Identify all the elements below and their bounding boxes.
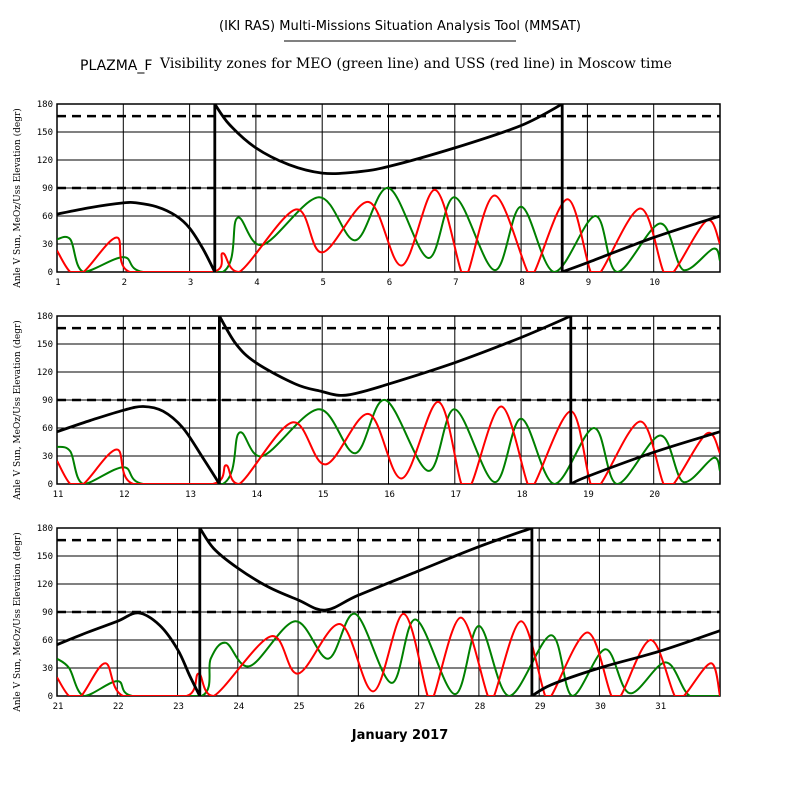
x-tick-label: 25 (294, 702, 305, 712)
y-tick-label: 150 (37, 128, 53, 138)
mission-label: PLAZMA_F (80, 58, 152, 74)
y-tick-label: 60 (42, 424, 53, 434)
y-tick-label: 90 (42, 396, 53, 406)
x-tick-label: 2 (122, 278, 127, 288)
plot-frame (56, 315, 721, 485)
x-tick-label: 28 (474, 702, 485, 712)
x-tick-label: 13 (185, 490, 196, 500)
x-tick-label: 18 (517, 490, 528, 500)
series-group (57, 528, 720, 696)
x-tick-label: 20 (649, 490, 660, 500)
y-tick-label: 0 (48, 268, 53, 278)
month-label: January 2017 (351, 728, 448, 743)
y-tick-label: 0 (48, 692, 53, 702)
y-tick-label: 90 (42, 608, 53, 618)
x-tick-label: 1 (55, 278, 60, 288)
y-tick-label: 150 (37, 340, 53, 350)
x-tick-label: 31 (655, 702, 666, 712)
x-tick-label: 12 (119, 490, 130, 500)
series-sun-angle (57, 104, 720, 272)
y-tick-label: 30 (42, 240, 53, 250)
x-tick-label: 16 (384, 490, 395, 500)
y-axis-label: Anle V Sun, MeOz/Uss Elevation (degr) (12, 108, 23, 289)
plot-frame (56, 103, 721, 273)
x-tick-label: 4 (254, 278, 259, 288)
x-tick-label: 27 (414, 702, 425, 712)
x-tick-label: 3 (188, 278, 193, 288)
x-tick-label: 6 (387, 278, 392, 288)
series-meo-elevation (57, 399, 720, 484)
y-tick-label: 180 (37, 524, 53, 534)
y-tick-label: 120 (37, 156, 53, 166)
plot-frame (56, 527, 721, 697)
x-tick-label: 23 (173, 702, 184, 712)
chart-subtitle: Visibility zones for MEO (green line) an… (159, 56, 672, 72)
series-uss-elevation (57, 612, 720, 696)
series-sun-angle (57, 316, 720, 484)
y-tick-label: 30 (42, 452, 53, 462)
panel-3: 21 22 23 24 25 26 27 28 29 30 31 0 30 60 90 120 150 180 An… (12, 524, 721, 713)
y-tick-label: 180 (37, 100, 53, 110)
x-tick-label: 15 (318, 490, 329, 500)
x-tick-label: 8 (519, 278, 524, 288)
x-tick-label: 24 (233, 702, 244, 712)
series-uss-elevation (57, 400, 720, 484)
x-tick-label: 29 (535, 702, 546, 712)
y-tick-label: 180 (37, 312, 53, 322)
x-tick-label: 5 (320, 278, 325, 288)
y-tick-label: 60 (42, 636, 53, 646)
series-meo-elevation (57, 187, 720, 272)
y-axis-label: Anle V Sun, MeOz/Uss Elevation (degr) (12, 320, 23, 501)
series-meo-elevation (57, 612, 720, 696)
x-tick-label: 17 (450, 490, 461, 500)
y-tick-label: 120 (37, 580, 53, 590)
x-tick-label: 7 (453, 278, 458, 288)
tool-title: (IKI RAS) Multi-Missions Situation Analy… (219, 19, 581, 34)
x-tick-label: 30 (595, 702, 606, 712)
x-tick-label: 26 (354, 702, 365, 712)
x-tick-label: 9 (586, 278, 591, 288)
x-tick-label: 10 (649, 278, 660, 288)
panel-2: 11 12 13 14 15 16 17 18 19 20 0 30 60 90 120 150 180 Anle… (12, 312, 721, 501)
y-tick-label: 0 (48, 480, 53, 490)
series-sun-angle (57, 528, 720, 696)
x-tick-label: 22 (113, 702, 124, 712)
series-uss-elevation (57, 188, 720, 272)
y-axis-label: Anle V Sun, MeOz/Uss Elevation (degr) (12, 532, 23, 713)
y-tick-label: 120 (37, 368, 53, 378)
series-group (57, 104, 720, 272)
y-tick-label: 90 (42, 184, 53, 194)
x-tick-label: 11 (53, 490, 64, 500)
y-tick-label: 30 (42, 664, 53, 674)
series-group (57, 316, 720, 484)
x-tick-label: 14 (251, 490, 262, 500)
panel-1: 1 2 3 4 5 6 7 8 9 10 0 30 60 90 120 150 180 Anle V Sun, M… (12, 100, 721, 289)
x-tick-label: 21 (53, 702, 64, 712)
y-tick-label: 60 (42, 212, 53, 222)
x-tick-label: 19 (583, 490, 594, 500)
y-tick-label: 150 (37, 552, 53, 562)
